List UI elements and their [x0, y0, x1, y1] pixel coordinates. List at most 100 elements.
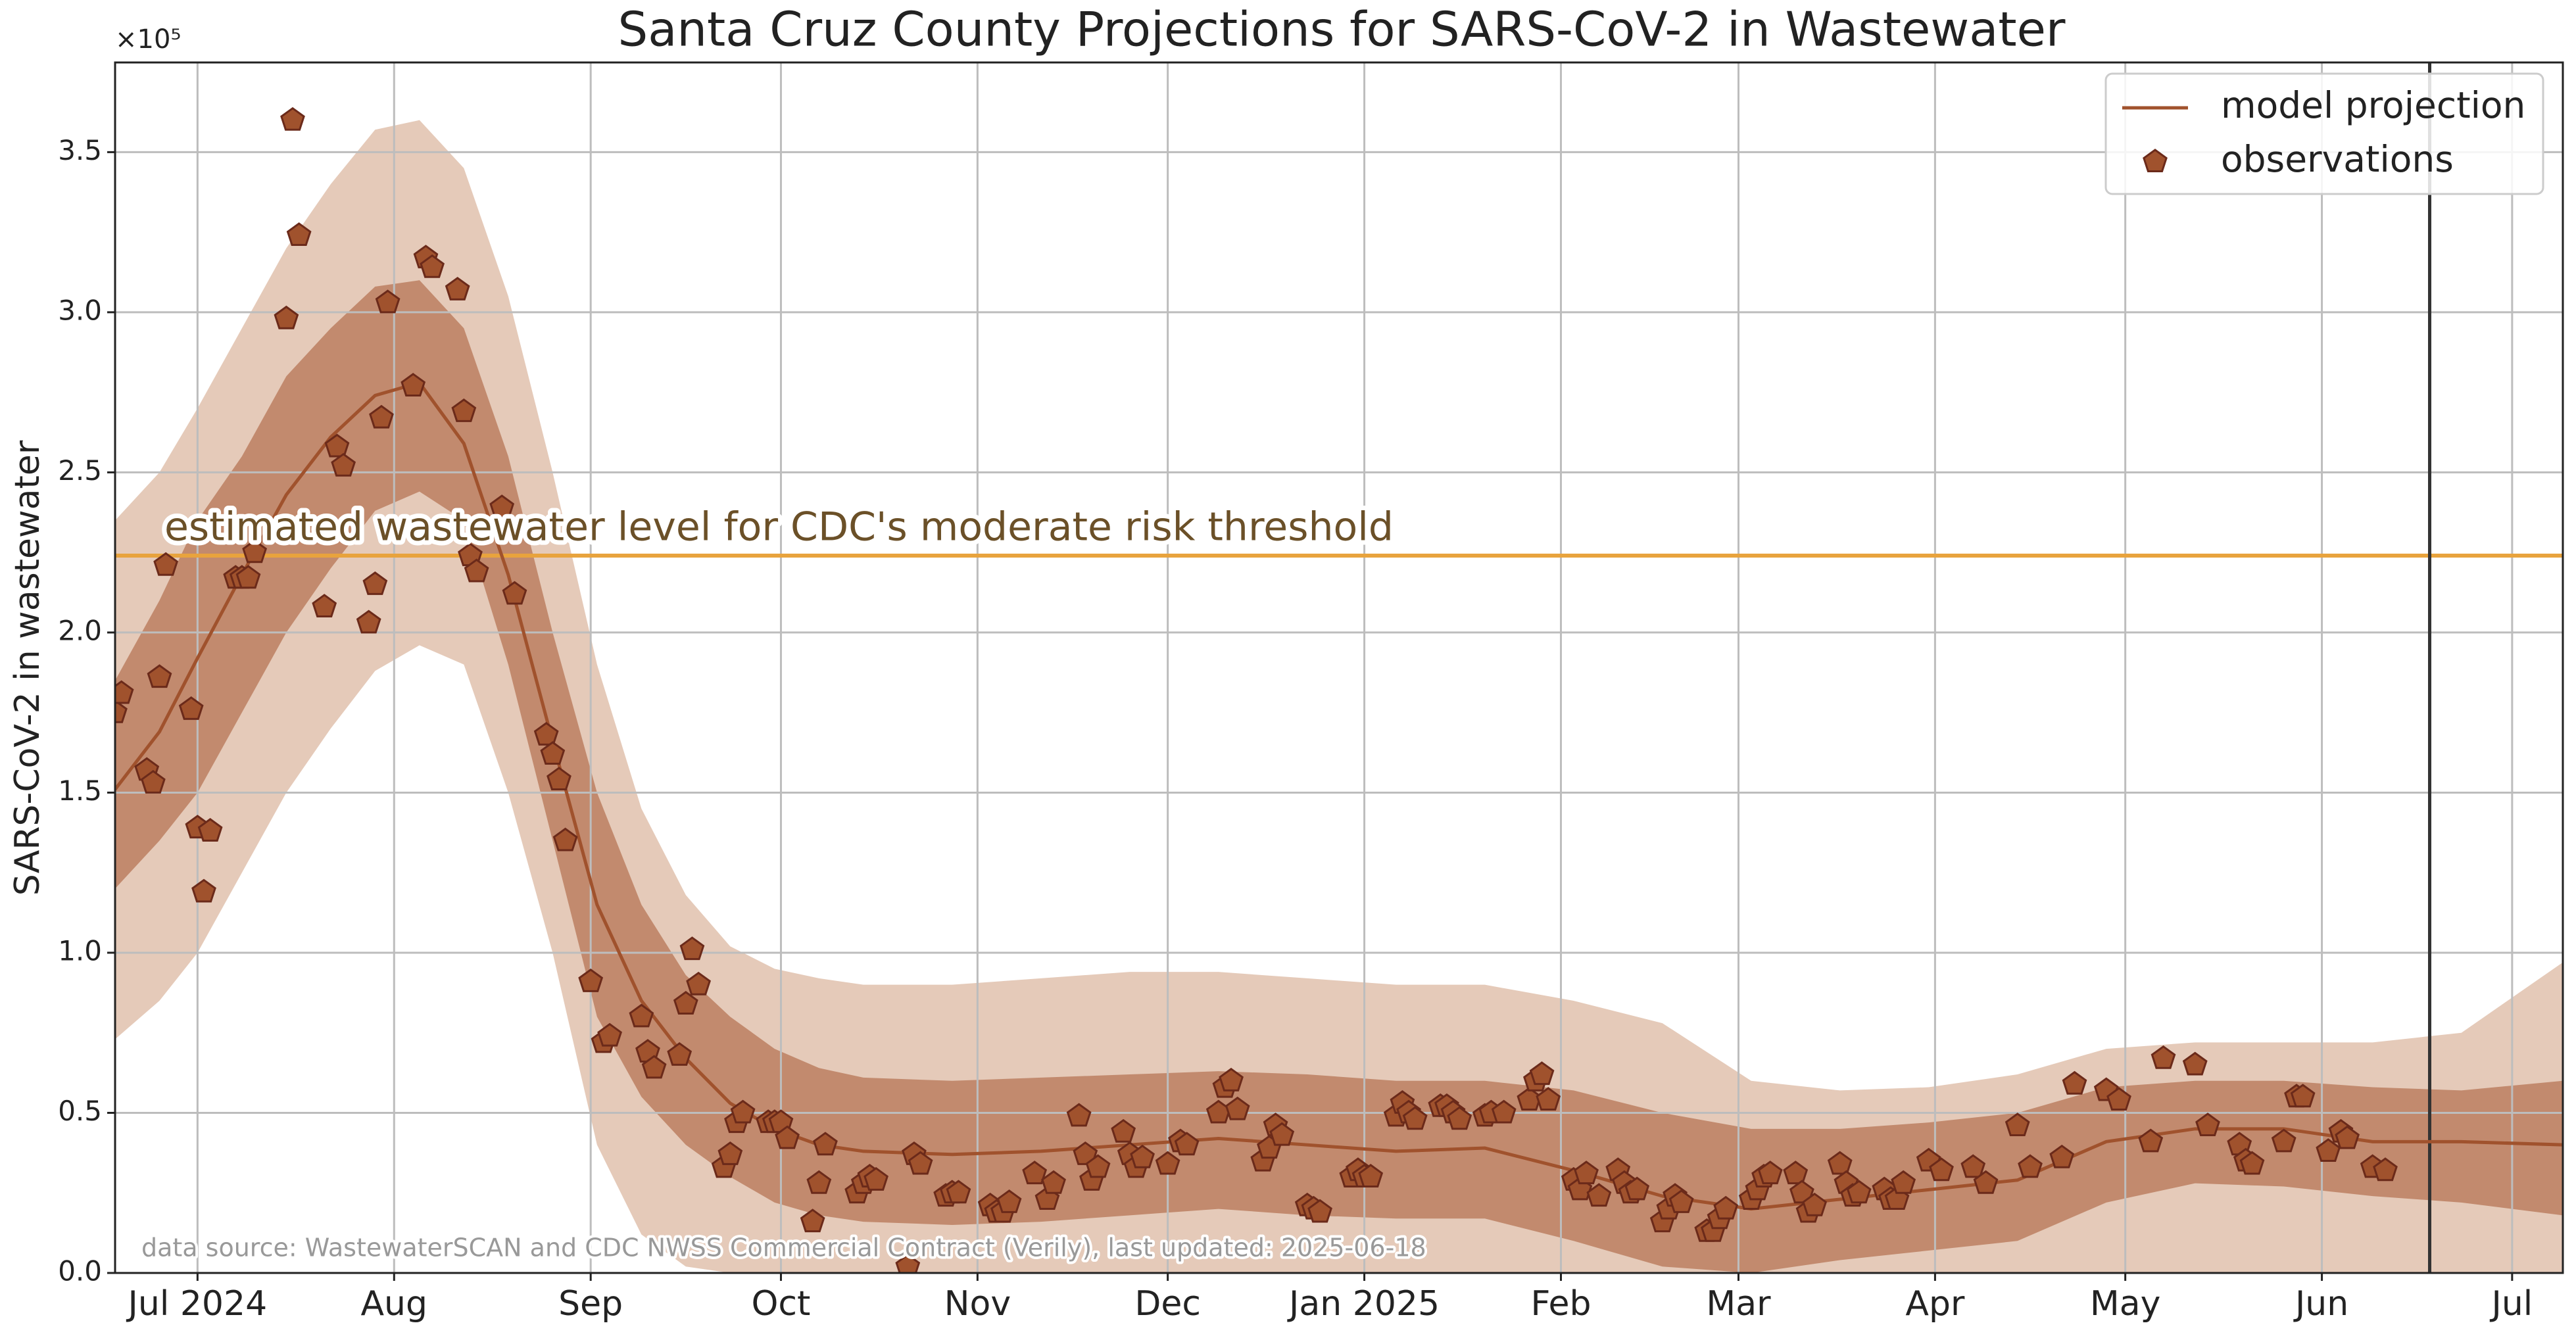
observation-point [679, 936, 705, 961]
observation-point [1574, 1161, 1599, 1185]
x-tick-label: Apr [1905, 1284, 1965, 1324]
observation-point [312, 594, 337, 618]
observation-point [533, 721, 559, 746]
observation-point [1624, 1176, 1650, 1201]
observation-point [1041, 1170, 1066, 1194]
observation-point [1307, 1199, 1332, 1223]
observation-point [1586, 1183, 1612, 1207]
observation-point [2005, 1113, 2030, 1137]
observation-point [1402, 1106, 1428, 1130]
observation-point [489, 494, 515, 519]
observation-point [806, 1170, 832, 1194]
observation-point [2239, 1151, 2265, 1175]
uncertainty-band [115, 120, 2563, 1273]
observation-point [197, 818, 223, 842]
observation-point [673, 991, 698, 1015]
observation-point [356, 610, 381, 634]
observation-point [1827, 1151, 1853, 1175]
observation-point [1973, 1170, 1999, 1194]
observation-point [908, 1151, 933, 1175]
observation-point [445, 276, 470, 300]
y-tick-label: 3.5 [58, 134, 102, 166]
observation-point [540, 741, 566, 765]
observation-point [996, 1189, 1022, 1213]
observation-point [420, 254, 445, 278]
observation-point [274, 305, 299, 329]
source-note: data source: WastewaterSCAN and CDC NWSS… [141, 1234, 1426, 1262]
observation-point [451, 398, 477, 422]
x-tick-label: Jul 2024 [126, 1284, 268, 1324]
observation-point [1174, 1132, 1200, 1156]
observation-point [280, 107, 305, 131]
observation-point [597, 1022, 622, 1047]
y-offset-label: ×10⁵ [115, 24, 181, 55]
observation-point [115, 680, 134, 704]
observation-point [895, 1253, 921, 1273]
observation-point [641, 1055, 667, 1079]
observation-point [2271, 1128, 2297, 1153]
observation-point [242, 539, 268, 563]
observation-point [2018, 1154, 2043, 1178]
observation-point [686, 971, 711, 995]
observation-point [464, 558, 489, 583]
observation-point [1358, 1164, 1384, 1187]
observation-point [502, 581, 527, 605]
observation-point [1960, 1154, 1986, 1178]
observation-point [946, 1180, 971, 1204]
x-tick-label: Dec [1134, 1284, 1201, 1324]
observation-point [629, 1003, 654, 1028]
observation-point [2106, 1087, 2131, 1111]
observation-point [800, 1209, 825, 1233]
observation-point [1219, 1067, 1244, 1091]
observation-point [1447, 1106, 1472, 1130]
observation-point [1891, 1170, 1916, 1194]
observation-point [324, 433, 350, 458]
chart-title: Santa Cruz County Projections for SARS-C… [618, 2, 2066, 57]
observation-point [1713, 1195, 1739, 1220]
observation-point [1085, 1154, 1111, 1178]
observation-point [2290, 1084, 2316, 1108]
observation-point [775, 1125, 800, 1149]
observation-point [1529, 1061, 1555, 1086]
observation-point [1491, 1099, 1517, 1124]
x-tick-label: Jan 2025 [1287, 1284, 1440, 1324]
observation-point [1757, 1161, 1783, 1185]
observation-point [1929, 1157, 1954, 1182]
observation-point [1073, 1141, 1098, 1165]
observation-point [1802, 1192, 1828, 1216]
observation-point [2138, 1128, 2164, 1153]
observation-point [362, 571, 388, 595]
observation-point [369, 404, 394, 429]
x-tick-label: Sep [558, 1284, 623, 1324]
observation-point [140, 769, 166, 794]
observation-point [667, 1042, 693, 1066]
observation-point [1846, 1180, 1872, 1204]
observation-point [578, 968, 604, 992]
observation-point [2049, 1144, 2075, 1168]
observation-point [401, 373, 426, 396]
observation-point [1783, 1161, 1809, 1185]
y-tick-label: 3.0 [58, 294, 102, 326]
x-tick-label: Feb [1530, 1284, 1591, 1324]
legend-box [2104, 72, 2544, 195]
uncertainty-band [115, 280, 2563, 1273]
observation-point [1022, 1161, 1048, 1185]
observation-point [2335, 1125, 2360, 1149]
observation-point [1269, 1122, 1295, 1146]
y-tick-label: 0.0 [58, 1255, 102, 1287]
y-tick-label: 1.5 [58, 775, 102, 807]
observation-point [1130, 1144, 1155, 1168]
observation-point [191, 878, 216, 903]
model-line [115, 381, 2563, 1211]
observation-point [717, 1141, 743, 1165]
observation-point [2316, 1138, 2341, 1162]
observation-point [147, 664, 172, 688]
observation-point [1668, 1189, 1694, 1213]
observation-point [2151, 1045, 2176, 1069]
x-tick-label: Nov [944, 1284, 1011, 1324]
x-tick-label: Jul [2489, 1284, 2533, 1324]
observation-point [1536, 1087, 1561, 1111]
observation-point [2182, 1051, 2208, 1076]
observation-point [115, 699, 128, 723]
observation-point [863, 1166, 888, 1191]
